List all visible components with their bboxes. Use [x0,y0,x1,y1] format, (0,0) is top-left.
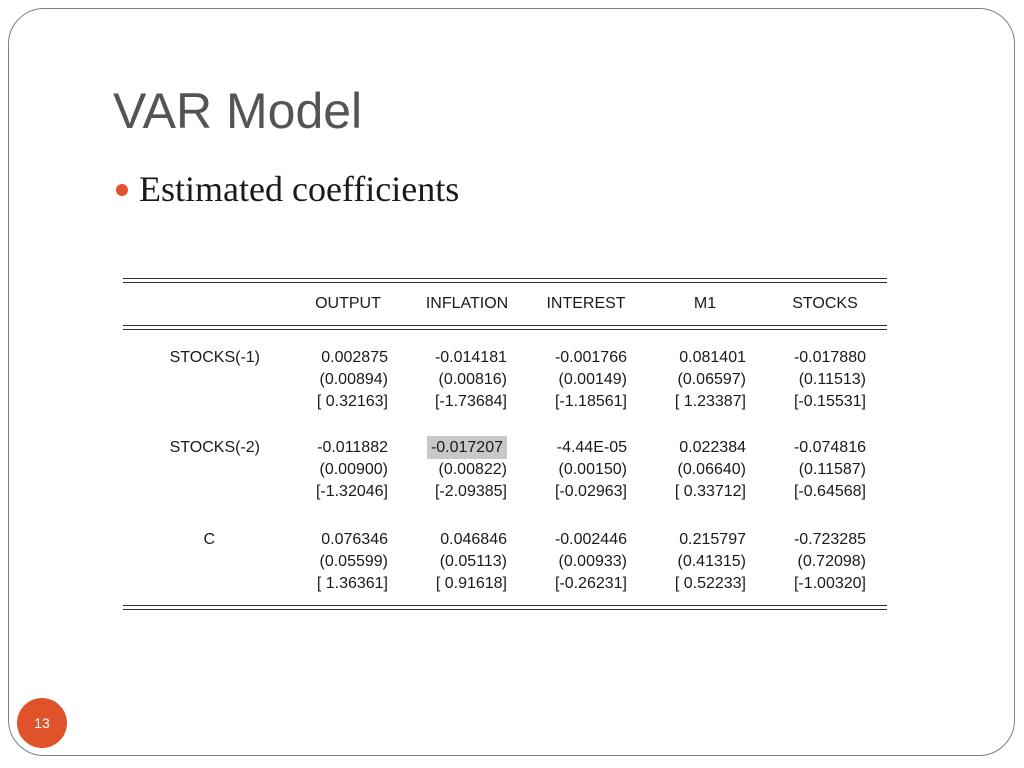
table-cell: -0.002446 [554,531,627,548]
table-cell: -0.074816 [793,439,866,456]
table-cell: -0.001766 [554,349,627,366]
table-cell: (0.00933) [558,553,628,570]
table-cell: -0.723285 [793,531,866,548]
table-header-rule-inner [123,329,887,330]
table-cell: [ 1.23387] [674,393,746,410]
slide-frame [8,8,1015,756]
table-cell: (0.00894) [319,371,389,388]
table-cell: (0.05599) [319,553,389,570]
table-cell: [-2.09385] [434,483,507,500]
slide-title: VAR Model [113,83,363,139]
table-cell: (0.00900) [319,461,389,478]
table-cell: (0.00822) [438,461,508,478]
table-cell: [ 0.33712] [674,483,746,500]
row-label-c: C [203,531,215,548]
highlighted-cell-value: -0.017207 [426,436,507,459]
column-header-m1: M1 [693,295,717,312]
table-cell: [ 0.32163] [316,393,388,410]
table-cell: (0.00150) [558,461,628,478]
page-number: 13 [34,715,50,731]
table-cell: (0.06640) [677,461,747,478]
column-header-output: OUTPUT [315,295,381,312]
table-cell: [-0.02963] [554,483,627,500]
table-cell: [-0.26231] [554,575,627,592]
table-cell: (0.41315) [677,553,747,570]
column-header-interest: INTEREST [546,295,626,312]
table-top-rule [123,278,887,279]
table-cell: [-0.64568] [793,483,866,500]
page-number-badge: 13 [17,698,67,748]
table-cell: (0.11587) [798,461,866,478]
table-cell: [-1.32046] [315,483,388,500]
table-cell: -0.014181 [434,349,507,366]
table-cell: (0.05113) [439,553,507,570]
table-cell: [-1.73684] [434,393,507,410]
table-cell: (0.11513) [798,371,866,388]
table-header-rule [123,325,887,326]
highlighted-cell[interactable]: -0.017207 [407,436,507,459]
row-label-stocks-1: STOCKS(-1) [169,349,260,366]
table-cell: (0.00149) [558,371,628,388]
table-cell: -0.011882 [317,439,388,456]
table-cell: [ 1.36361] [316,575,388,592]
table-cell: (0.06597) [677,371,747,388]
table-cell: 0.046846 [440,531,507,548]
column-header-stocks: STOCKS [792,295,858,312]
table-cell: 0.076346 [321,531,388,548]
coefficients-table: OUTPUT INFLATION INTEREST M1 STOCKS STOC… [123,278,887,614]
table-cell: [-1.00320] [793,575,866,592]
table-cell: [ 0.52233] [674,575,746,592]
row-label-stocks-2: STOCKS(-2) [169,439,260,456]
table-top-rule-inner [123,282,887,283]
table-cell: -4.44E-05 [556,439,627,456]
table-bottom-rule-inner [123,609,887,610]
table-cell: -0.017880 [793,349,866,366]
table-cell: 0.215797 [679,531,746,548]
bullet-item: Estimated coefficients [116,168,459,210]
table-cell: [-0.15531] [793,393,866,410]
table-cell: [-1.18561] [554,393,627,410]
table-cell: 0.002875 [321,349,388,366]
bullet-text: Estimated coefficients [139,169,460,209]
table-cell: [ 0.91618] [435,575,507,592]
table-cell: 0.022384 [679,439,746,456]
bullet-dot-icon [116,184,128,196]
table-bottom-rule [123,605,887,606]
table-cell: (0.72098) [797,553,867,570]
table-cell: (0.00816) [438,371,508,388]
table-cell: 0.081401 [679,349,746,366]
column-header-inflation: INFLATION [425,295,509,312]
